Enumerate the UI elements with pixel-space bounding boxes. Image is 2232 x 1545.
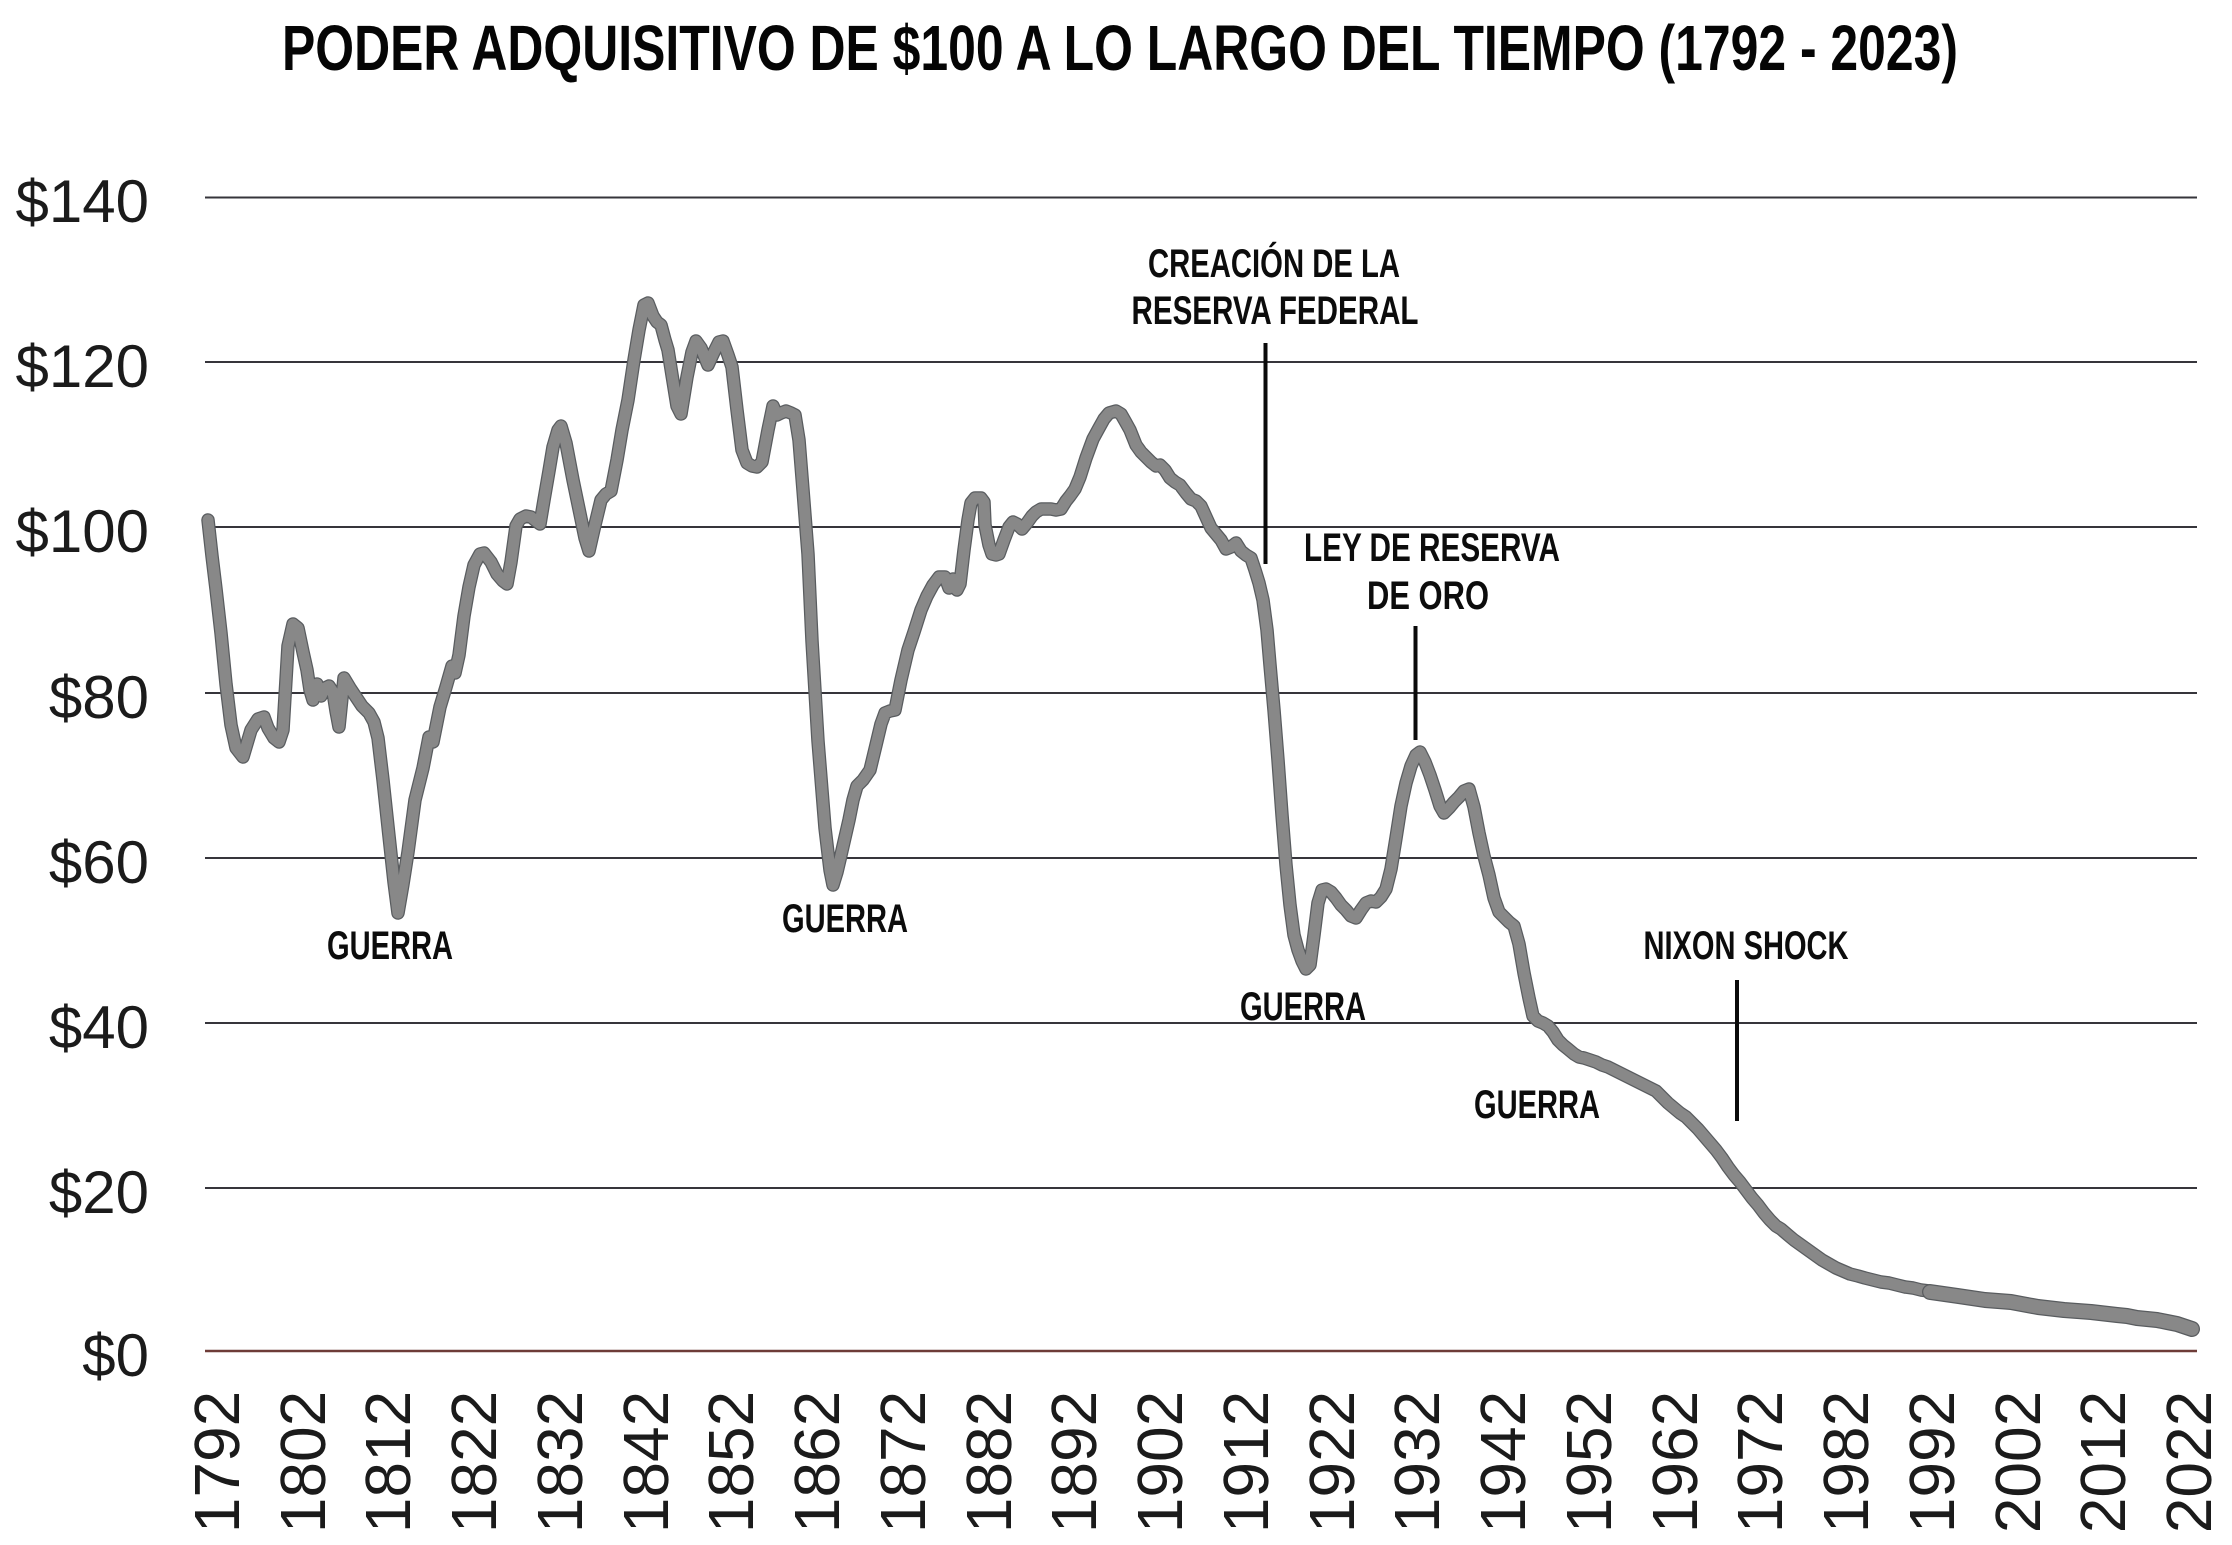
- svg-text:$100: $100: [16, 498, 149, 565]
- svg-text:$80: $80: [49, 664, 149, 731]
- svg-text:$20: $20: [49, 1159, 149, 1226]
- svg-text:GUERRA: GUERRA: [1474, 1083, 1600, 1127]
- svg-text:$140: $140: [16, 168, 149, 235]
- svg-text:$120: $120: [16, 333, 149, 400]
- svg-text:NIXON SHOCK: NIXON SHOCK: [1644, 924, 1849, 968]
- svg-text:DE ORO: DE ORO: [1367, 574, 1489, 618]
- svg-text:RESERVA FEDERAL: RESERVA FEDERAL: [1132, 289, 1419, 333]
- svg-text:GUERRA: GUERRA: [327, 924, 453, 968]
- svg-text:GUERRA: GUERRA: [782, 897, 908, 941]
- svg-text:$40: $40: [49, 994, 149, 1061]
- svg-text:$0: $0: [82, 1322, 149, 1389]
- svg-text:LEY DE RESERVA: LEY DE RESERVA: [1304, 526, 1560, 570]
- svg-text:PODER ADQUISITIVO DE $100 A LO: PODER ADQUISITIVO DE $100 A LO LARGO DEL…: [282, 12, 1958, 84]
- svg-text:$60: $60: [49, 829, 149, 896]
- svg-text:GUERRA: GUERRA: [1240, 985, 1366, 1029]
- svg-text:CREACIÓN DE LA: CREACIÓN DE LA: [1148, 240, 1400, 286]
